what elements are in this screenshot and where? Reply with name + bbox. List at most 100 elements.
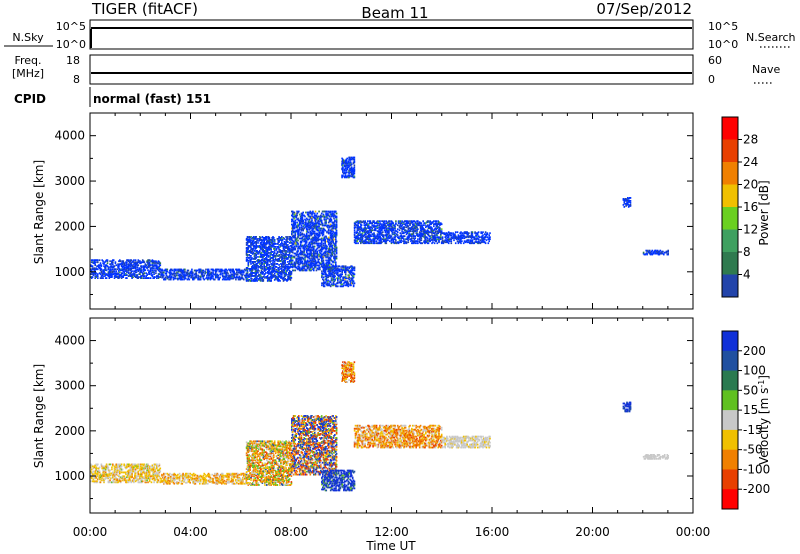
power-mark xyxy=(351,266,353,269)
power-mark xyxy=(262,280,265,282)
power-mark xyxy=(254,280,257,282)
power-mark xyxy=(177,268,180,271)
power-mark xyxy=(322,284,325,287)
power-mark xyxy=(345,282,348,285)
power-mark xyxy=(265,251,267,253)
power-mark xyxy=(439,231,441,234)
power-mark xyxy=(334,249,336,252)
power-mark xyxy=(299,247,302,250)
power-mark xyxy=(207,276,210,279)
power-mark xyxy=(321,272,323,275)
power-mark xyxy=(250,261,252,263)
power-mark xyxy=(429,223,431,226)
power-mark xyxy=(289,257,292,259)
power-mark xyxy=(270,253,272,255)
power-mark xyxy=(443,240,446,243)
power-mark xyxy=(334,232,336,235)
power-mark xyxy=(321,210,324,213)
power-mark xyxy=(251,274,253,276)
power-mark xyxy=(251,268,254,270)
power-mark xyxy=(117,272,119,275)
power-mark xyxy=(273,261,276,263)
power-mark xyxy=(254,261,257,263)
power-mark xyxy=(122,261,125,264)
power-mark xyxy=(440,238,442,241)
power-mark xyxy=(255,270,257,272)
power-mark xyxy=(231,269,234,272)
power-mark xyxy=(394,229,396,232)
cpid-label: CPID xyxy=(14,92,46,106)
power-mark xyxy=(311,216,313,219)
power-mark xyxy=(307,245,310,248)
power-mark xyxy=(307,236,310,239)
power-mark xyxy=(268,242,271,244)
power-mark xyxy=(354,226,357,229)
power-mark xyxy=(437,220,439,223)
power-mark xyxy=(266,262,269,264)
power-mark xyxy=(282,278,285,280)
power-mark xyxy=(312,215,314,218)
power-mark xyxy=(300,268,303,271)
power-mark xyxy=(214,275,217,278)
power-mark xyxy=(288,278,290,280)
power-mark xyxy=(332,240,334,243)
power-mark xyxy=(269,244,272,246)
power-mark xyxy=(432,221,434,224)
power-mark xyxy=(327,251,330,254)
power-mark xyxy=(434,227,437,230)
power-mark xyxy=(261,256,264,258)
power-mark xyxy=(253,261,256,263)
power-mark xyxy=(322,262,325,265)
power-mark xyxy=(322,278,324,281)
power-mark xyxy=(214,270,217,273)
power-mark xyxy=(332,278,335,281)
power-mark xyxy=(214,278,216,281)
power-mark xyxy=(293,222,296,225)
power-mark xyxy=(318,255,320,258)
power-mark xyxy=(320,253,323,256)
nsearch-tick-bottom: 10^0 xyxy=(708,38,738,51)
power-mark xyxy=(418,238,421,241)
power-mark xyxy=(271,237,273,239)
power-mark xyxy=(249,268,251,270)
power-mark xyxy=(340,283,343,286)
power-mark xyxy=(166,275,169,278)
power-mark xyxy=(422,220,424,223)
power-mark xyxy=(173,270,176,273)
power-mark xyxy=(313,242,316,245)
power-mark xyxy=(320,263,322,266)
power-mark xyxy=(149,270,152,273)
power-mark xyxy=(205,277,207,280)
power-mark xyxy=(354,239,357,242)
power-mark xyxy=(156,264,158,267)
power-mark xyxy=(415,224,417,227)
power-mark xyxy=(320,241,323,244)
power-mark xyxy=(299,253,302,256)
power-mark xyxy=(411,228,413,231)
power-mark xyxy=(367,238,369,241)
velocity-mark xyxy=(90,471,93,474)
power-mark xyxy=(146,274,148,276)
power-mark xyxy=(326,225,328,228)
power-mark xyxy=(329,272,332,275)
power-mark xyxy=(193,273,196,276)
power-mark xyxy=(123,262,125,265)
power-mark xyxy=(112,270,114,273)
power-mark xyxy=(379,239,381,242)
power-mark xyxy=(286,247,288,249)
power-mark xyxy=(303,262,305,265)
power-mark xyxy=(136,261,139,264)
power-mark xyxy=(194,269,197,272)
power-mark xyxy=(343,279,345,282)
power-mark xyxy=(346,280,349,283)
power-mark xyxy=(263,251,265,253)
power-mark xyxy=(224,278,227,281)
power-mark xyxy=(117,275,119,277)
power-mark xyxy=(374,238,376,241)
power-mark xyxy=(482,231,484,234)
power-mark xyxy=(377,222,380,225)
power-mark xyxy=(341,175,343,178)
power-mark xyxy=(374,222,376,225)
power-mark xyxy=(333,223,335,226)
power-mark xyxy=(218,277,220,280)
